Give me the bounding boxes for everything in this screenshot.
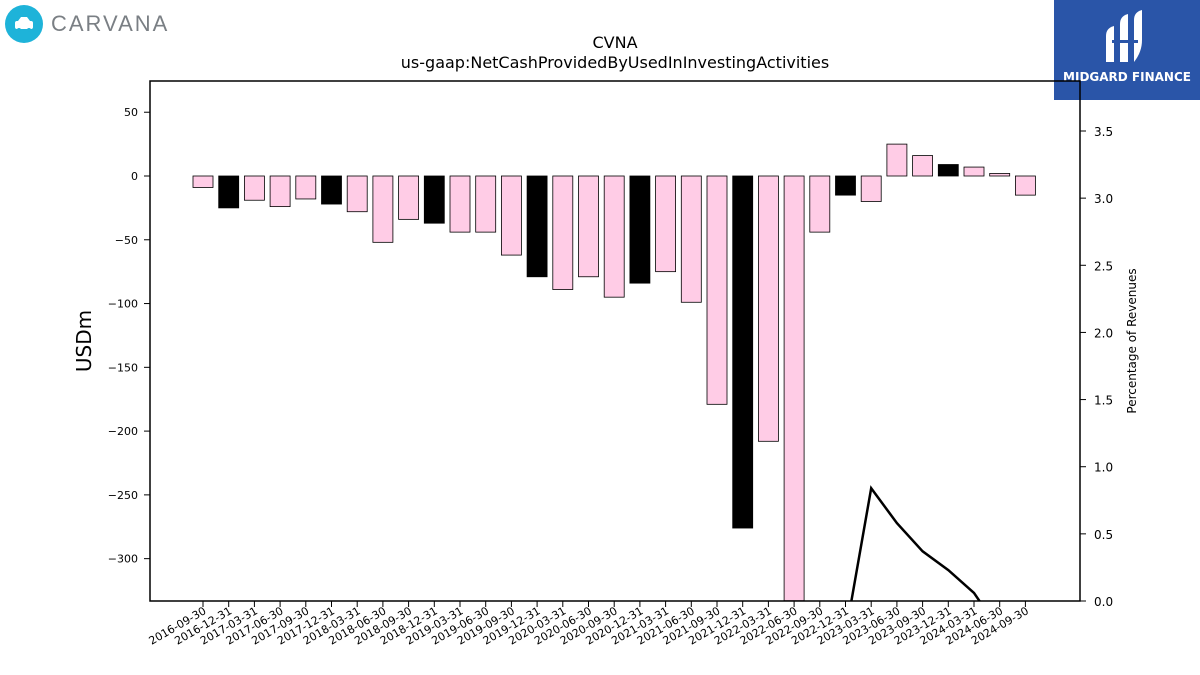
bar-2022-03-31 [758, 175, 779, 442]
chart-subtitle: us-gaap:NetCashProvidedByUsedInInvesting… [401, 53, 829, 72]
bar-2016-09-30 [192, 175, 214, 188]
y-tick-label: −250 [108, 489, 138, 502]
bars-group [192, 143, 1036, 602]
y-tick-label: −200 [108, 425, 138, 438]
y2-tick-label: 3.0 [1094, 192, 1113, 206]
y2-tick-label: 2.5 [1094, 259, 1113, 273]
bar-2024-03-31 [963, 166, 985, 177]
midgard-mark-icon [1106, 10, 1142, 62]
plot-frame [149, 80, 1081, 602]
bar-2016-12-31 [218, 175, 240, 209]
y2-tick-label: 3.5 [1094, 125, 1113, 139]
bar-2018-12-31 [423, 175, 445, 224]
bar-2020-03-31 [552, 175, 574, 290]
bar-2020-09-30 [603, 175, 625, 298]
y-tick-label: −300 [108, 553, 138, 566]
revenue-pct-line [850, 485, 982, 601]
y2-tick-label: 1.5 [1094, 394, 1113, 408]
chart-title: CVNA [592, 33, 637, 52]
bar-2017-06-30 [269, 175, 291, 208]
axes-group: 50 0 −50 −100 −150 −200 −250 −300 0.0 0.5 1.0 1.5 2.… [108, 80, 1113, 648]
bar-2021-03-31 [655, 175, 676, 273]
bar-2019-03-31 [449, 175, 471, 233]
midgard-finance-logo: MIDGARD FINANCE [1054, 0, 1200, 100]
bar-2023-03-31 [860, 175, 882, 202]
carvana-wordmark: CARVANA [51, 11, 170, 36]
bar-2021-09-30 [706, 175, 728, 405]
car-icon [5, 5, 43, 43]
y2-tick-label: 2.0 [1094, 326, 1113, 340]
bar-2017-12-31 [321, 175, 342, 205]
bar-2022-06-30 [783, 175, 805, 602]
y2-tick-label: 0.0 [1094, 595, 1113, 609]
bar-2018-09-30 [398, 175, 420, 220]
bar-2023-09-30 [912, 155, 933, 177]
y-tick-label: 50 [124, 106, 138, 119]
bar-2023-06-30 [886, 143, 908, 177]
bar-2022-12-31 [835, 175, 856, 196]
bar-2020-06-30 [578, 175, 599, 278]
y-tick-label: 0 [131, 170, 138, 183]
bar-2017-09-30 [295, 175, 317, 200]
bar-2022-09-30 [809, 175, 831, 233]
bar-2023-12-31 [937, 164, 959, 177]
y-tick-label: −100 [108, 298, 138, 311]
y-axis-label: USDm [72, 310, 96, 372]
bar-2020-12-31 [629, 175, 651, 284]
carvana-logo: CARVANA [5, 5, 195, 45]
midgard-wordmark: MIDGARD FINANCE [1063, 70, 1191, 84]
bar-2024-06-30 [989, 173, 1011, 177]
y-tick-label: −50 [115, 234, 138, 247]
bar-2021-12-31 [732, 175, 754, 529]
bar-2018-03-31 [346, 175, 368, 213]
y2-tick-label: 1.0 [1094, 461, 1113, 475]
bar-2017-03-31 [243, 175, 265, 201]
y2-tick-label: 0.5 [1094, 528, 1113, 542]
line-group [850, 485, 982, 601]
bar-2024-09-30 [1015, 175, 1036, 196]
bar-2019-09-30 [500, 175, 522, 256]
bar-2021-06-30 [680, 175, 702, 303]
bar-2019-12-31 [526, 175, 548, 278]
y-tick-label: −150 [108, 361, 138, 374]
bar-2019-06-30 [475, 175, 497, 233]
bar-2018-06-30 [372, 175, 394, 243]
y2-axis-label: Percentage of Revenues [1125, 268, 1139, 413]
